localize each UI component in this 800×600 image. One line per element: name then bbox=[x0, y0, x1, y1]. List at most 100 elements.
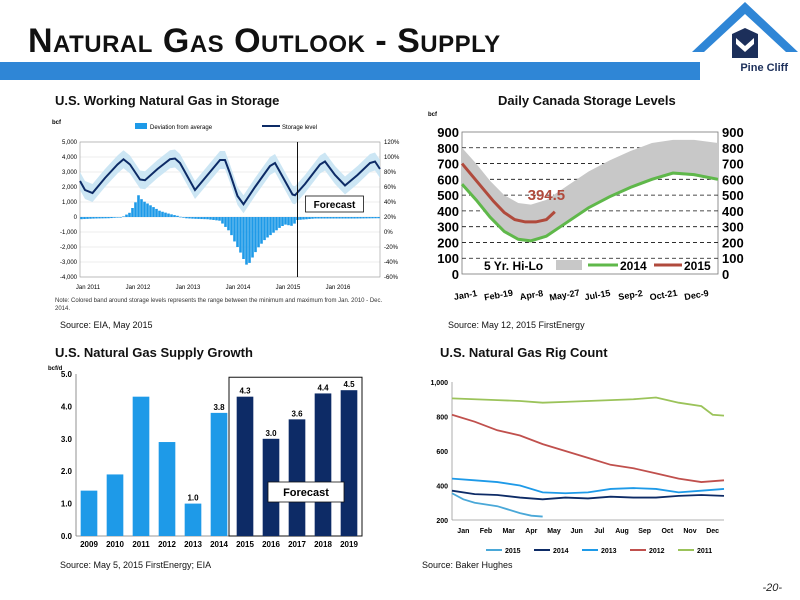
supply-bar bbox=[210, 412, 228, 536]
deviation-bar bbox=[266, 217, 269, 238]
y2-tick-label: 0 bbox=[722, 267, 729, 282]
y2-tick-label: 500 bbox=[722, 188, 744, 203]
deviation-bar bbox=[107, 217, 110, 219]
deviation-bar bbox=[260, 217, 263, 244]
deviation-bar bbox=[332, 217, 335, 219]
deviation-bar bbox=[359, 217, 362, 219]
x-tick-label: Nov bbox=[683, 528, 696, 535]
rig-series-2015 bbox=[451, 492, 543, 518]
deviation-bar bbox=[263, 217, 266, 241]
deviation-bar bbox=[254, 217, 257, 253]
deviation-bar bbox=[293, 217, 296, 224]
deviation-bar bbox=[236, 217, 239, 247]
deviation-bar bbox=[80, 217, 83, 220]
y2-tick-label: 120% bbox=[384, 140, 400, 146]
deviation-bar bbox=[350, 217, 353, 219]
deviation-bar bbox=[257, 217, 260, 248]
y-tick-label: 2.0 bbox=[61, 467, 73, 476]
x-tick-label: 2011 bbox=[132, 540, 150, 549]
deviation-bar bbox=[329, 217, 332, 219]
deviation-bar bbox=[269, 217, 272, 236]
legend-label-storage: Storage level bbox=[282, 125, 317, 131]
y-tick-label: -3,000 bbox=[60, 260, 78, 266]
x-tick-label: 2016 bbox=[262, 540, 280, 549]
y-tick-label: 3,000 bbox=[62, 170, 78, 176]
rig-series-2014 bbox=[451, 489, 725, 501]
deviation-bar bbox=[251, 217, 254, 258]
y-tick-label: 2,000 bbox=[62, 185, 78, 191]
x-tick-label: Sep-2 bbox=[618, 288, 644, 302]
deviation-bar bbox=[374, 217, 377, 219]
forecast-label: Forecast bbox=[283, 487, 329, 499]
x-tick-label: Oct-21 bbox=[649, 288, 678, 303]
storage-source: Source: EIA, May 2015 bbox=[60, 320, 153, 330]
deviation-bar bbox=[200, 217, 203, 220]
deviation-bar bbox=[323, 217, 326, 219]
x-tick-label: Jul bbox=[594, 528, 604, 535]
x-tick-label: Feb bbox=[480, 528, 492, 535]
y-tick-label: -2,000 bbox=[60, 245, 78, 251]
storage-panel-title: U.S. Working Natural Gas in Storage bbox=[55, 93, 280, 108]
deviation-bar bbox=[218, 217, 221, 221]
y-tick-label: 5.0 bbox=[61, 370, 73, 379]
x-tick-label: 2017 bbox=[288, 540, 306, 549]
y2-tick-label: 100% bbox=[384, 155, 400, 161]
storage-chart: bcf Deviation from average Storage level -4… bbox=[52, 120, 400, 291]
deviation-bar bbox=[302, 217, 305, 220]
bar-value-label: 3.8 bbox=[213, 403, 225, 412]
x-tick-label: Sep bbox=[638, 528, 651, 535]
deviation-bar bbox=[212, 217, 215, 220]
y-tick-label: -1,000 bbox=[60, 230, 78, 236]
deviation-bar bbox=[272, 217, 275, 233]
y-tick-label: 0.0 bbox=[61, 532, 73, 541]
deviation-bar bbox=[335, 217, 338, 219]
y-tick-label: 1.0 bbox=[61, 500, 73, 509]
deviation-bar bbox=[365, 217, 368, 219]
hi-lo-band bbox=[462, 139, 718, 243]
deviation-bar bbox=[353, 217, 356, 219]
legend-label-hilo: 5 Yr. Hi-Lo bbox=[484, 259, 543, 273]
deviation-bar bbox=[161, 211, 164, 217]
x-tick-label: May-27 bbox=[549, 287, 581, 302]
forecast-box bbox=[305, 195, 364, 213]
y-tick-label: 600 bbox=[437, 172, 459, 187]
y2-tick-label: -60% bbox=[384, 275, 399, 281]
deviation-bar bbox=[281, 217, 284, 226]
deviation-bar bbox=[338, 217, 341, 219]
y-tick-label: 400 bbox=[436, 484, 448, 491]
x-tick-label: Dec bbox=[706, 528, 719, 535]
deviation-bar bbox=[140, 199, 143, 217]
y2-tick-label: 900 bbox=[722, 125, 744, 140]
y-tick-label: 600 bbox=[436, 449, 448, 456]
deviation-bar bbox=[275, 217, 278, 231]
x-tick-label: Jan-1 bbox=[453, 288, 478, 302]
series-2014-line bbox=[460, 171, 719, 243]
deviation-bar bbox=[149, 205, 152, 217]
deviation-bar bbox=[125, 214, 128, 217]
bar-value-label: 1.0 bbox=[187, 494, 199, 503]
legend-swatch-deviation bbox=[135, 123, 147, 129]
x-tick-label: 2014 bbox=[210, 540, 228, 549]
deviation-bar bbox=[83, 217, 86, 220]
y-tick-label: 1,000 bbox=[430, 380, 448, 387]
deviation-bar bbox=[326, 217, 329, 219]
deviation-bar bbox=[164, 212, 167, 217]
bar-value-label: 4.3 bbox=[239, 387, 251, 396]
deviation-bar bbox=[290, 217, 293, 226]
deviation-bar bbox=[92, 217, 95, 219]
series-2015-line bbox=[460, 162, 556, 224]
deviation-bar bbox=[242, 217, 245, 259]
supply-growth-chart: bcf/d 0.0 1.0 2.0 3.0 4.0 5.0 2009 2010 2011 2012 2… bbox=[48, 366, 363, 549]
y-tick-label: 5,000 bbox=[62, 140, 78, 146]
y2-tick-label: 600 bbox=[722, 172, 744, 187]
supply-bar bbox=[340, 390, 358, 536]
x-tick-label: 2018 bbox=[314, 540, 332, 549]
deviation-bar bbox=[206, 217, 209, 220]
rig-count-chart: 200 400 600 800 1,000 Jan Feb Mar Apr May Jun Jul Au… bbox=[430, 380, 725, 555]
deviation-bar bbox=[224, 217, 227, 227]
deviation-bar bbox=[221, 217, 224, 224]
deviation-bar bbox=[371, 217, 374, 219]
deviation-bar bbox=[188, 217, 191, 219]
rig-series-2011 bbox=[451, 396, 725, 417]
